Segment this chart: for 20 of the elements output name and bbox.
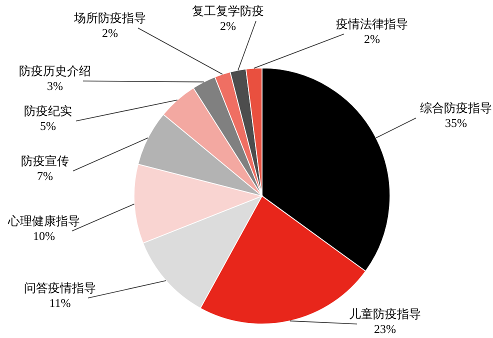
data-label: 7% bbox=[37, 169, 53, 183]
data-label: 10% bbox=[33, 229, 55, 243]
slice-label: 复工复学防疫 bbox=[192, 4, 264, 18]
slice-label: 防疫宣传 bbox=[21, 154, 69, 168]
data-label: 3% bbox=[47, 79, 63, 93]
data-label: 5% bbox=[40, 119, 56, 133]
slice-label: 防疫历史介绍 bbox=[19, 64, 91, 78]
slice-label: 儿童防疫指导 bbox=[349, 307, 421, 321]
data-label: 35% bbox=[445, 116, 467, 130]
slice-label: 疫情法律指导 bbox=[336, 17, 408, 31]
data-label: 2% bbox=[102, 26, 118, 40]
slice-label: 问答疫情指导 bbox=[24, 281, 96, 295]
slice-label: 场所防疫指导 bbox=[73, 11, 146, 25]
data-label: 2% bbox=[220, 19, 236, 33]
data-label: 11% bbox=[49, 296, 71, 310]
slice-label: 心理健康指导 bbox=[7, 214, 80, 228]
data-label: 2% bbox=[364, 32, 380, 46]
slice-label: 防疫纪实 bbox=[24, 104, 72, 118]
data-label: 23% bbox=[374, 322, 396, 336]
slice-label: 综合防疫指导 bbox=[420, 101, 492, 115]
